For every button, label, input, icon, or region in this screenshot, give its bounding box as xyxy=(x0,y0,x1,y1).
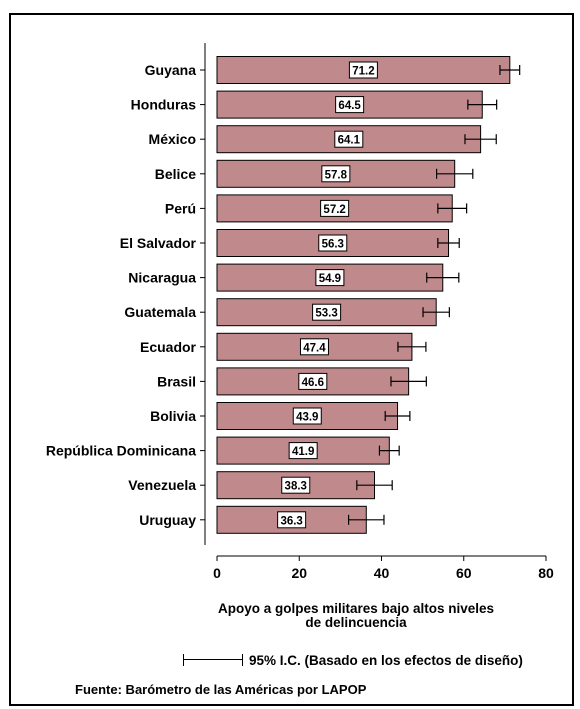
value-label-guyana: 71.2 xyxy=(352,66,374,78)
legend-ci-symbol xyxy=(183,653,243,667)
value-box-venezuela xyxy=(281,476,311,494)
category-label-uruguay: Uruguay xyxy=(139,512,196,528)
value-box-honduras xyxy=(335,96,365,114)
category-label-bolivia: Bolivia xyxy=(150,408,196,424)
value-label-uruguay: 36.3 xyxy=(280,515,302,527)
x-tick-label-80: 80 xyxy=(538,565,554,581)
x-tick-label-60: 60 xyxy=(456,565,472,581)
source-note: Fuente: Barómetro de las Américas por LA… xyxy=(75,682,367,697)
value-box-belice xyxy=(321,165,351,183)
category-label-belice: Belice xyxy=(155,166,196,182)
x-tick-label-20: 20 xyxy=(291,565,307,581)
legend-label: 95% I.C. (Basado en los efectos de diseñ… xyxy=(249,652,523,668)
category-label-honduras: Honduras xyxy=(131,97,197,113)
value-label-el-salvador: 56.3 xyxy=(322,239,344,251)
value-label-guatemala: 53.3 xyxy=(315,308,337,320)
value-box-bolivia xyxy=(292,407,322,425)
value-label-brasil: 46.6 xyxy=(302,377,324,389)
value-box-el-salvador xyxy=(318,234,348,252)
value-box-guyana xyxy=(348,61,378,79)
category-label-brasil: Brasil xyxy=(157,373,196,389)
x-axis-label-line1: Apoyo a golpes militares bajo altos nive… xyxy=(217,601,495,616)
value-label-nicaragua: 54.9 xyxy=(319,273,341,285)
bar-chart: 0 20 40 60 80 Guyana 71.2 Honduras 64.5 México 64.… xyxy=(46,43,554,581)
category-label-venezuela: Venezuela xyxy=(128,477,196,493)
value-label-ecuador: 47.4 xyxy=(303,342,326,354)
value-box-nicaragua xyxy=(315,269,345,287)
value-label-honduras: 64.5 xyxy=(338,100,361,112)
value-label-belice: 57.8 xyxy=(325,169,348,181)
value-box-peru xyxy=(320,199,350,217)
value-box-mexico xyxy=(334,130,364,148)
x-tick-label-40: 40 xyxy=(374,565,390,581)
category-label-republica-dominicana: República Dominicana xyxy=(46,443,196,459)
value-box-republica-dominicana xyxy=(288,442,318,460)
category-label-ecuador: Ecuador xyxy=(140,339,197,355)
legend: 95% I.C. (Basado en los efectos de diseñ… xyxy=(183,651,523,669)
category-label-peru: Perú xyxy=(165,200,196,216)
value-box-ecuador xyxy=(299,338,329,356)
value-label-mexico: 64.1 xyxy=(338,135,361,147)
value-label-republica-dominicana: 41.9 xyxy=(292,446,314,458)
category-label-guyana: Guyana xyxy=(145,62,197,78)
chart-frame: 0 20 40 60 80 Guyana 71.2 Honduras 64.5 México 64.… xyxy=(9,13,574,706)
category-label-el-salvador: El Salvador xyxy=(120,235,197,251)
value-box-guatemala xyxy=(312,303,342,321)
bar-venezuela xyxy=(216,471,376,500)
value-label-venezuela: 38.3 xyxy=(285,481,307,493)
value-label-bolivia: 43.9 xyxy=(296,412,318,424)
category-label-nicaragua: Nicaragua xyxy=(128,270,196,286)
value-label-peru: 57.2 xyxy=(323,204,345,216)
category-label-mexico: México xyxy=(149,131,196,147)
value-box-brasil xyxy=(298,372,328,390)
x-axis-label-line2: de delincuencia xyxy=(305,615,407,630)
value-box-uruguay xyxy=(277,511,307,529)
x-tick-label-0: 0 xyxy=(213,565,221,581)
x-axis-label: Apoyo a golpes militares bajo altos nive… xyxy=(171,602,541,630)
category-label-guatemala: Guatemala xyxy=(124,304,196,320)
